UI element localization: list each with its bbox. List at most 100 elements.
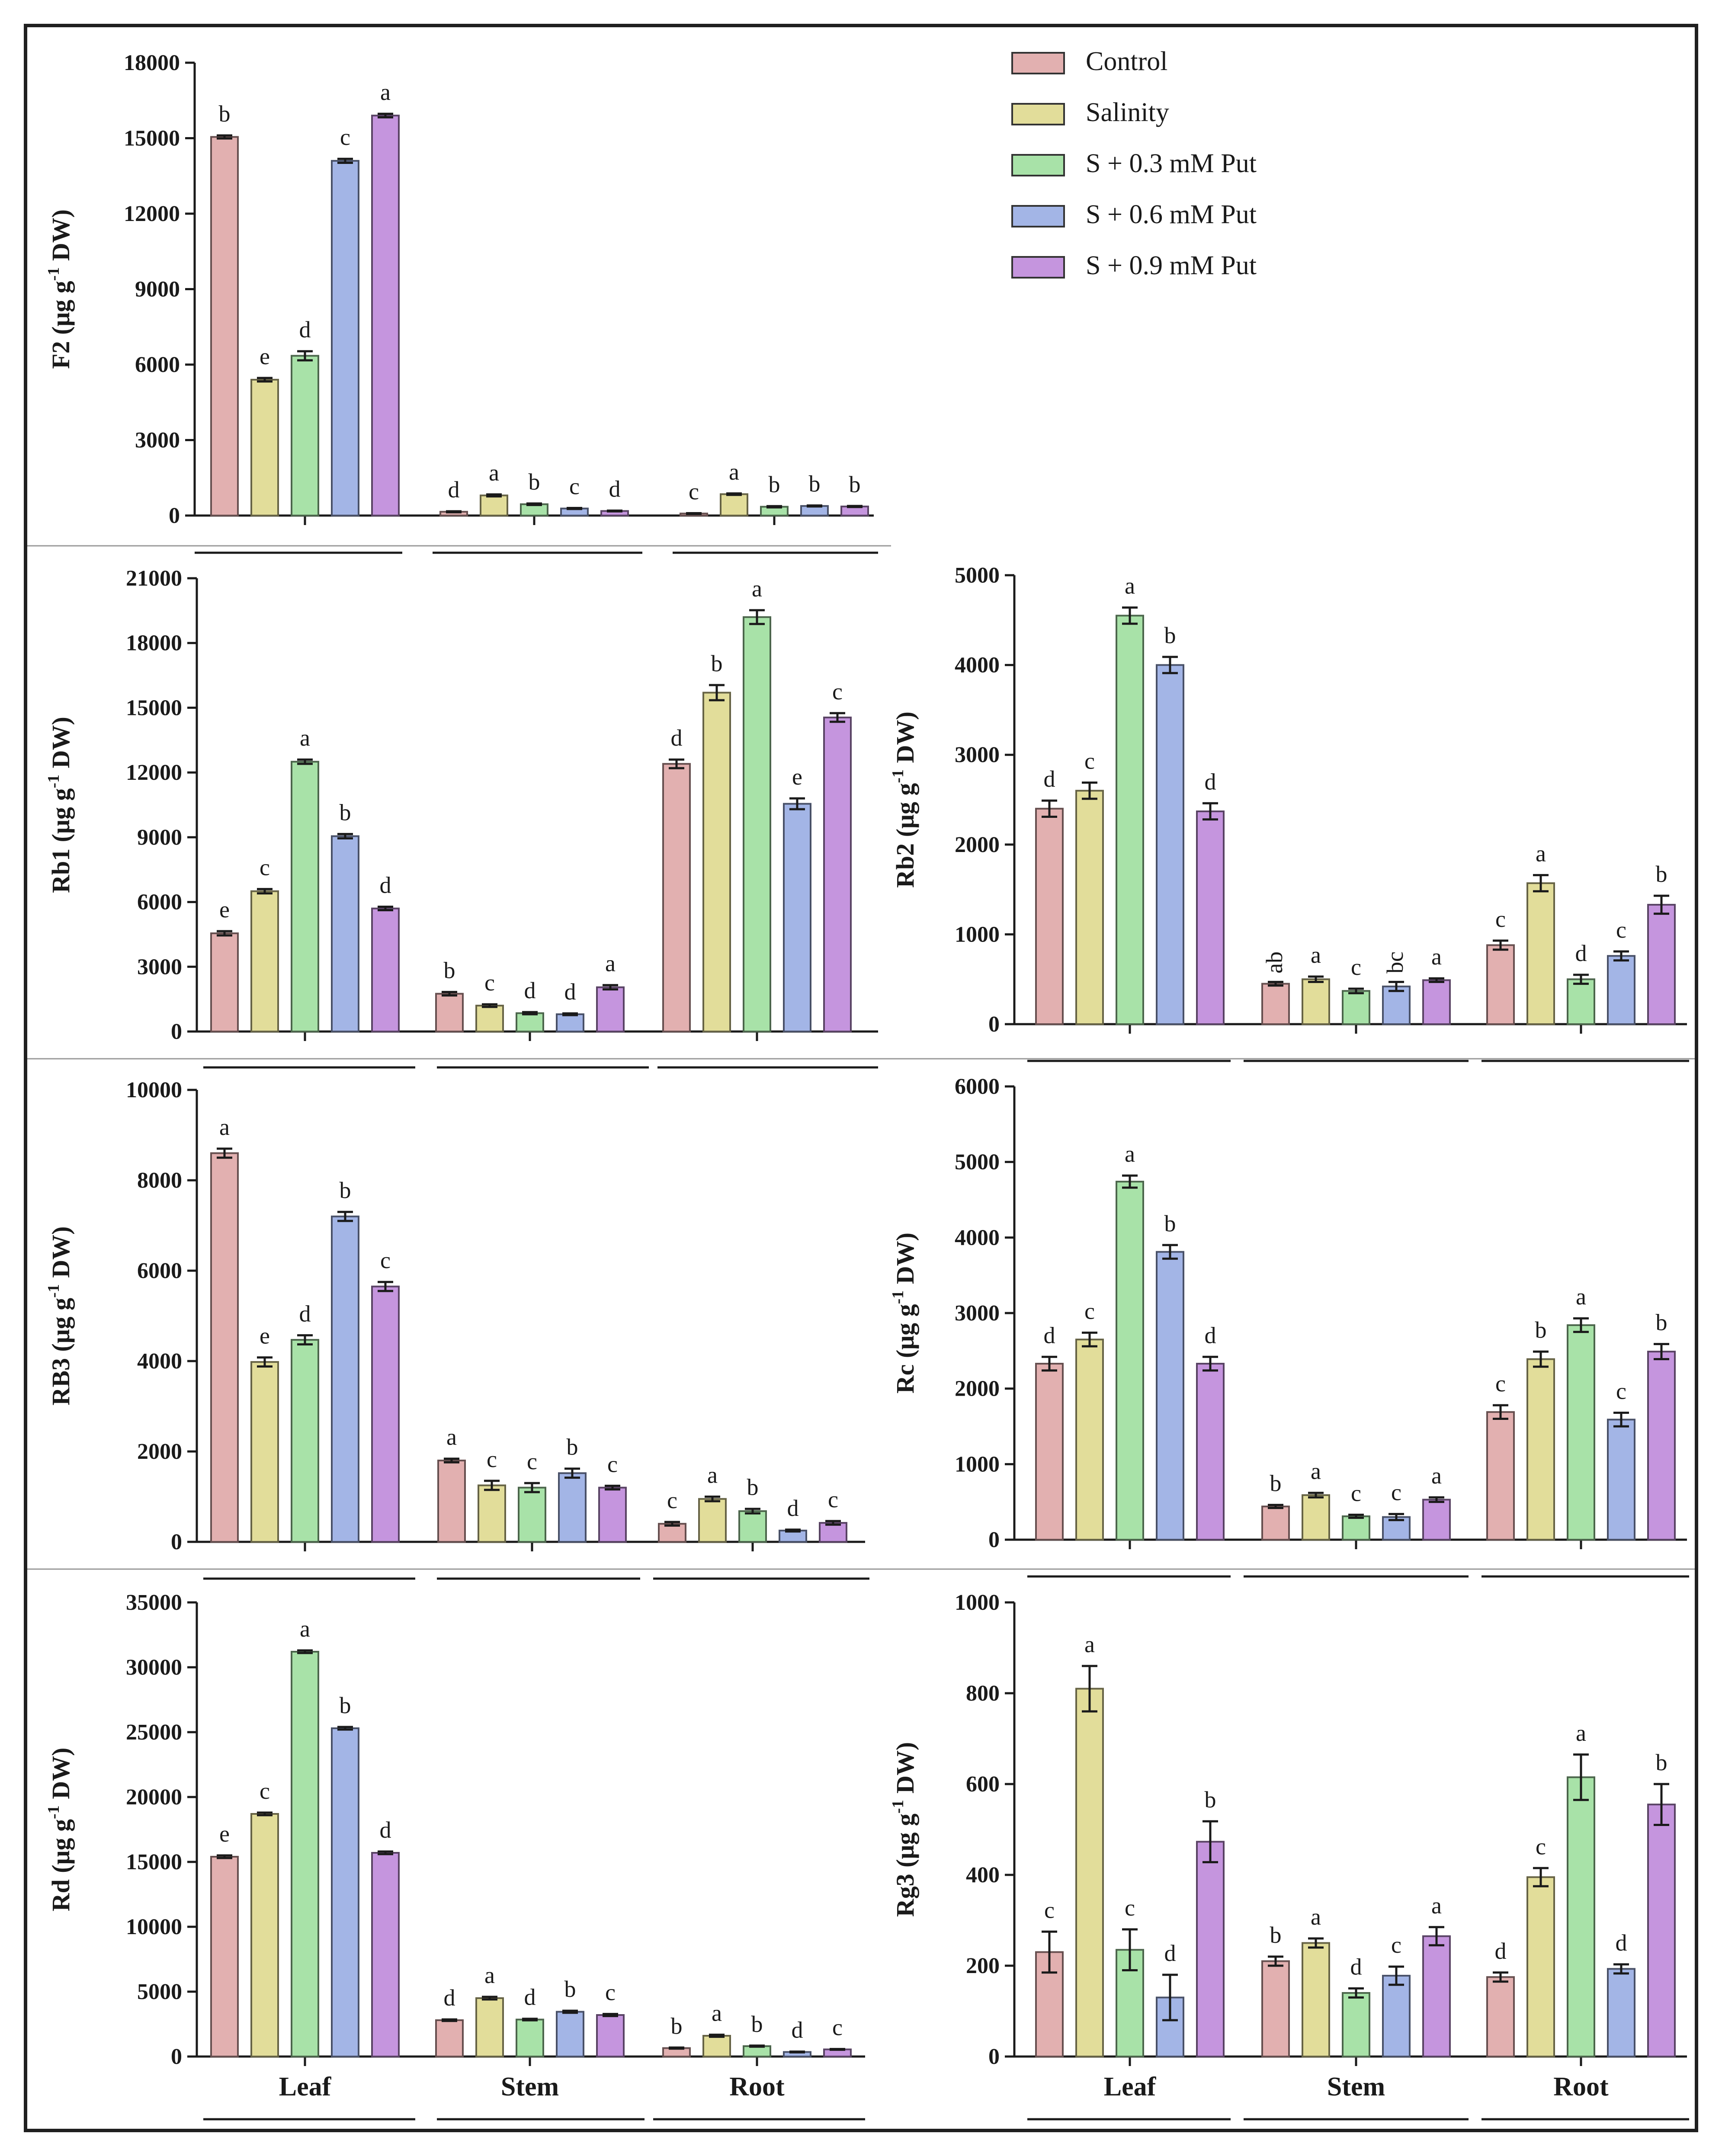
bar-f2-salinity [250,378,279,517]
bar-rb3-s-0-3-mm-put [518,1486,546,1543]
significance-letter: c [527,1448,537,1474]
significance-letter: b [567,1434,578,1460]
significance-letter: a [729,459,739,485]
y-tick-label: 4000 [955,653,1000,678]
bar-rb3-salinity [250,1361,279,1543]
y-tick-label: 30000 [126,1655,182,1680]
y-axis-label-main: Rc (μg g [891,1304,919,1394]
significance-letter: e [219,1821,230,1847]
significance-letter: d [1616,1930,1627,1956]
bar-rc-s-0-3-mm-put [1116,1181,1144,1541]
y-axis-label-main: F2 (μg g [47,281,75,369]
y-tick-label: 6000 [135,352,180,377]
bar-rc-s-0-9-mm-put [1422,1499,1451,1541]
bar-rg3-s-0-6-mm-put [1382,1975,1411,2058]
y-axis-label-superscript: -1 [45,1805,63,1819]
significance-letter: b [219,101,231,127]
significance-letter: d [299,1301,311,1326]
significance-letter: a [1311,1904,1321,1930]
significance-letter: e [260,343,270,369]
group-label: Root [1553,2072,1609,2102]
bar-rg3-salinity [1302,1942,1330,2057]
significance-letter: b [1656,1749,1667,1775]
significance-letter: b [529,469,540,495]
bar-f2-control [210,136,239,516]
y-tick-label: 0 [988,1528,1000,1552]
significance-letter: c [1044,1897,1055,1923]
legend-item: Salinity [1011,98,1169,127]
y-axis-label-superscript: -1 [889,769,907,783]
y-tick-label: 3000 [955,743,1000,767]
bar-rd-s-0-9-mm-put [371,1852,400,2057]
bar-rg3-salinity [1075,1688,1104,2057]
significance-letter: c [1391,1932,1401,1958]
bar-rb1-s-0-6-mm-put [783,803,811,1032]
significance-letter: b [444,958,455,983]
y-tick-label: 4000 [137,1349,182,1374]
bar-rg3-salinity [1526,1876,1555,2057]
legend: Control Salinity S + 0.3 mM Put S + 0.6 mM … [1011,47,1257,280]
bar-rb2-s-0-9-mm-put [1647,903,1676,1025]
bar-rb1-s-0-3-mm-put [743,616,771,1033]
bar-rd-control [435,2019,464,2057]
bar-f2-s-0-6-mm-put [331,160,359,517]
y-tick-label: 9000 [135,277,180,302]
y-axis-label-superscript: -1 [889,1291,907,1304]
significance-letter: d [671,725,683,751]
significance-letter: d [299,317,311,343]
bar-rb1-salinity [702,692,731,1032]
legend-item: S + 0.6 mM Put [1011,200,1257,229]
significance-letter: b [747,1474,759,1500]
significance-letter: a [1431,944,1442,970]
significance-letter: a [380,79,391,105]
significance-letter: b [1656,1310,1667,1336]
y-tick-label: 1000 [955,1452,1000,1477]
significance-letter: d [524,1984,536,2010]
significance-letter: d [1044,1322,1055,1348]
significance-letter: bc [1382,951,1408,974]
y-tick-label: 10000 [126,1078,182,1102]
y-axis-label-superscript: -1 [45,267,63,281]
y-tick-label: 18000 [126,631,182,656]
legend-swatch [1011,52,1065,74]
significance-letter: d [1495,1938,1507,1964]
y-axis-label-unit: DW) [47,1748,75,1806]
y-tick-label: 200 [966,1954,1000,1978]
y-tick-label: 5000 [137,1980,182,2004]
y-axis-label-main: Rb1 (μg g [47,788,75,893]
significance-letter: a [1431,1893,1442,1919]
y-tick-label: 8000 [137,1168,182,1193]
significance-letter: a [1311,942,1321,968]
bar-rb3-control [210,1152,239,1543]
bar-rg3-control [1261,1960,1290,2057]
significance-letter: c [1351,1480,1361,1506]
bar-rb1-s-0-9-mm-put [371,907,400,1033]
chart-panel-rb1: 0 3000 6000 9000 12000 15000 18000 21000 Rb1 (μg… [45,566,878,1069]
bar-rb1-control [662,763,691,1032]
y-tick-label: 6000 [137,890,182,915]
y-axis-label: Rc (μg g-1 DW) [889,1233,919,1394]
bar-f2-salinity [480,494,508,517]
bar-rd-salinity [702,2035,731,2057]
y-tick-label: 1000 [955,922,1000,947]
y-tick-label: 12000 [124,202,180,226]
group-label: Stem [1327,2072,1385,2102]
significance-letter: c [340,124,350,150]
bar-rb1-s-0-3-mm-put [516,1012,544,1033]
significance-letter: c [828,1486,838,1512]
bar-rb2-s-0-6-mm-put [1382,985,1411,1025]
y-tick-label: 4000 [955,1225,1000,1250]
y-axis-label-superscript: -1 [45,775,63,788]
bar-rb1-s-0-9-mm-put [596,986,625,1033]
significance-letter: e [260,1323,270,1349]
significance-letter: d [380,872,391,898]
bar-rb2-salinity [1526,882,1555,1025]
bar-rc-control [1035,1363,1064,1541]
significance-letter: c [1536,1833,1546,1859]
significance-letter: b [671,2013,683,2039]
significance-letter: a [300,725,310,751]
y-axis-label: Rd (μg g-1 DW) [45,1748,75,1912]
significance-letter: d [564,979,576,1005]
bar-rc-salinity [1526,1358,1555,1541]
